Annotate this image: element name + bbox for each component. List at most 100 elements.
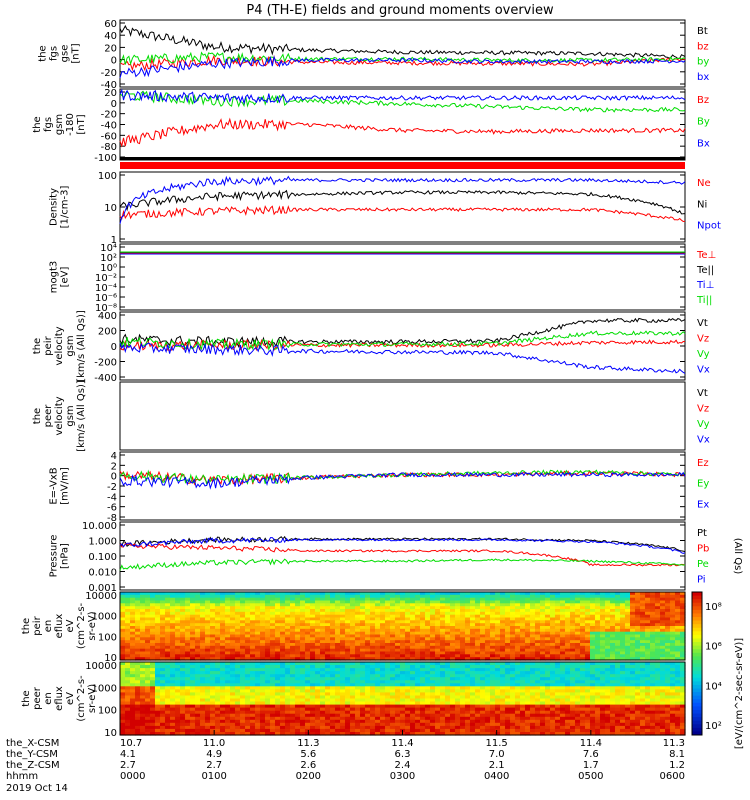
spectro-cell: [255, 594, 261, 599]
spectro-cell: [670, 600, 676, 604]
spectro-cell: [600, 640, 606, 644]
spectro-cell: [125, 600, 131, 604]
spectro-cell: [600, 645, 606, 650]
spectro-cell: [665, 597, 671, 602]
spectro-cell: [515, 662, 521, 666]
spectro-cell: [225, 704, 231, 709]
spectro-cell: [165, 643, 171, 647]
spectro-cell: [405, 701, 411, 706]
spectro-cell: [285, 611, 291, 616]
spectro-cell: [465, 611, 471, 616]
spectro-cell: [520, 640, 526, 644]
spectro-cell: [365, 695, 371, 700]
spectro-cell: [120, 609, 126, 613]
spectro-cell: [190, 640, 196, 644]
spectro-cell: [275, 698, 281, 703]
spectro-cell: [455, 686, 461, 690]
spectro-cell: [345, 689, 351, 693]
spectro-cell: [310, 716, 316, 721]
spectro-cell: [485, 609, 491, 613]
spectro-cell: [155, 671, 161, 675]
spectro-cell: [430, 637, 436, 641]
spectro-cell: [515, 668, 521, 672]
spectro-cell: [480, 732, 486, 736]
spectro-cell: [605, 606, 611, 610]
spectro-cell: [390, 689, 396, 693]
spectro-cell: [350, 716, 356, 721]
spectro-cell: [245, 728, 251, 733]
spectro-cell: [275, 597, 281, 602]
spectro-cell: [305, 674, 311, 678]
spectro-cell: [400, 722, 406, 727]
spectro-cell: [625, 592, 631, 596]
spectro-cell: [205, 631, 211, 636]
spectro-cell: [260, 614, 266, 619]
spectro-cell: [470, 713, 476, 718]
spectro-cell: [145, 611, 151, 616]
spectro-cell: [440, 654, 446, 658]
spectro-cell: [475, 680, 481, 684]
spectro-cell: [585, 617, 591, 621]
spectro-cell: [245, 620, 251, 624]
spectro-cell: [235, 654, 241, 658]
spectro-cell: [660, 657, 666, 661]
spectro-cell: [390, 628, 396, 633]
spectro-cell: [215, 640, 221, 644]
spectro-cell: [195, 597, 201, 602]
spectro-cell: [255, 631, 261, 636]
spectro-cell: [590, 600, 596, 604]
spectro-cell: [265, 689, 271, 693]
spectro-cell: [435, 698, 441, 703]
spectro-cell: [175, 716, 181, 721]
spectro-cell: [510, 686, 516, 690]
spectro-cell: [240, 620, 246, 624]
spectro-cell: [225, 692, 231, 696]
spectro-cell: [670, 631, 676, 636]
spectro-cell: [530, 631, 536, 636]
spectro-cell: [560, 609, 566, 613]
spectro-cell: [290, 671, 296, 675]
spectro-cell: [280, 617, 286, 621]
spectro-cell: [435, 671, 441, 675]
spectro-cell: [490, 643, 496, 647]
spectro-cell: [360, 671, 366, 675]
spectro-cell: [530, 680, 536, 684]
spectro-cell: [465, 623, 471, 627]
spectro-cell: [190, 643, 196, 647]
spectro-cell: [240, 695, 246, 700]
spectro-cell: [370, 617, 376, 621]
spectro-cell: [440, 662, 446, 666]
spectro-cell: [500, 680, 506, 684]
spectro-cell: [600, 614, 606, 619]
spectro-cell: [380, 713, 386, 718]
spectro-cell: [395, 695, 401, 700]
spectro-cell: [195, 701, 201, 706]
spectro-cell: [140, 634, 146, 638]
spectro-cell: [240, 698, 246, 703]
spectro-cell: [645, 626, 651, 630]
spectro-cell: [330, 645, 336, 650]
spectro-cell: [585, 611, 591, 616]
spectro-cell: [215, 617, 221, 621]
spectro-cell: [140, 677, 146, 681]
spectro-cell: [380, 722, 386, 727]
spectro-cell: [415, 692, 421, 696]
spectro-cell: [175, 732, 181, 736]
spectro-cell: [510, 594, 516, 599]
spectro-cell: [230, 637, 236, 641]
spectro-cell: [450, 662, 456, 666]
spectro-cell: [565, 640, 571, 644]
spectro-cell: [120, 683, 126, 687]
spectro-cell: [405, 597, 411, 602]
spectro-cell: [450, 609, 456, 613]
spectro-cell: [550, 637, 556, 641]
spectro-cell: [250, 600, 256, 604]
spectro-cell: [515, 692, 521, 696]
spectro-cell: [490, 657, 496, 661]
spectro-cell: [245, 626, 251, 630]
spectro-cell: [480, 609, 486, 613]
spectro-cell: [610, 611, 616, 616]
spectro-cell: [525, 651, 531, 655]
spectro-cell: [285, 722, 291, 727]
spectro-cell: [445, 611, 451, 616]
